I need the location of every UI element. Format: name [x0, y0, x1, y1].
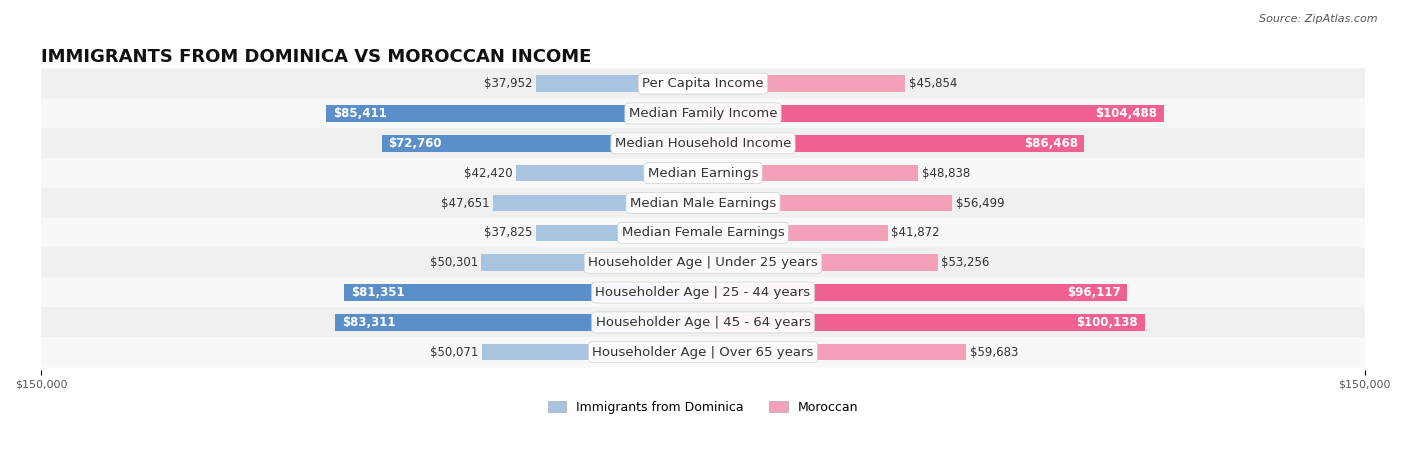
Bar	[703, 284, 1128, 301]
Text: $50,301: $50,301	[429, 256, 478, 269]
Bar	[492, 195, 703, 211]
Bar	[703, 75, 905, 92]
Bar	[703, 255, 938, 271]
Text: $96,117: $96,117	[1067, 286, 1121, 299]
Bar	[536, 75, 703, 92]
Text: $86,468: $86,468	[1024, 137, 1078, 150]
FancyBboxPatch shape	[41, 98, 1365, 129]
Text: $53,256: $53,256	[941, 256, 990, 269]
Text: $37,825: $37,825	[485, 226, 533, 240]
FancyBboxPatch shape	[41, 158, 1365, 188]
Text: $72,760: $72,760	[388, 137, 441, 150]
FancyBboxPatch shape	[41, 188, 1365, 218]
Bar	[344, 284, 703, 301]
Text: Median Earnings: Median Earnings	[648, 167, 758, 180]
Text: Per Capita Income: Per Capita Income	[643, 77, 763, 90]
Text: $45,854: $45,854	[908, 77, 957, 90]
FancyBboxPatch shape	[41, 248, 1365, 278]
Legend: Immigrants from Dominica, Moroccan: Immigrants from Dominica, Moroccan	[543, 396, 863, 419]
FancyBboxPatch shape	[41, 277, 1365, 308]
Text: $100,138: $100,138	[1077, 316, 1139, 329]
Bar	[482, 344, 703, 361]
Bar	[703, 225, 887, 241]
FancyBboxPatch shape	[41, 68, 1365, 99]
Text: $85,411: $85,411	[333, 107, 387, 120]
Text: $48,838: $48,838	[922, 167, 970, 180]
Bar	[703, 105, 1164, 122]
Text: $47,651: $47,651	[441, 197, 489, 210]
Text: $41,872: $41,872	[891, 226, 939, 240]
Text: Median Household Income: Median Household Income	[614, 137, 792, 150]
Bar	[336, 314, 703, 331]
FancyBboxPatch shape	[41, 128, 1365, 158]
Text: $42,420: $42,420	[464, 167, 513, 180]
FancyBboxPatch shape	[41, 337, 1365, 368]
FancyBboxPatch shape	[41, 307, 1365, 338]
Bar	[382, 135, 703, 151]
Text: Median Family Income: Median Family Income	[628, 107, 778, 120]
Text: $81,351: $81,351	[350, 286, 405, 299]
Bar	[536, 225, 703, 241]
Text: Median Female Earnings: Median Female Earnings	[621, 226, 785, 240]
Text: $59,683: $59,683	[970, 346, 1018, 359]
Text: Source: ZipAtlas.com: Source: ZipAtlas.com	[1260, 14, 1378, 24]
Text: Householder Age | 45 - 64 years: Householder Age | 45 - 64 years	[596, 316, 810, 329]
Bar	[481, 255, 703, 271]
Text: $104,488: $104,488	[1095, 107, 1157, 120]
Text: $83,311: $83,311	[342, 316, 395, 329]
Bar	[516, 165, 703, 181]
Text: Householder Age | Over 65 years: Householder Age | Over 65 years	[592, 346, 814, 359]
Text: Median Male Earnings: Median Male Earnings	[630, 197, 776, 210]
Text: $37,952: $37,952	[484, 77, 533, 90]
FancyBboxPatch shape	[41, 218, 1365, 248]
Text: $56,499: $56,499	[956, 197, 1004, 210]
Bar	[703, 195, 952, 211]
Text: Householder Age | Under 25 years: Householder Age | Under 25 years	[588, 256, 818, 269]
Text: $50,071: $50,071	[430, 346, 479, 359]
Bar	[326, 105, 703, 122]
Bar	[703, 135, 1084, 151]
Text: Householder Age | 25 - 44 years: Householder Age | 25 - 44 years	[595, 286, 811, 299]
Text: IMMIGRANTS FROM DOMINICA VS MOROCCAN INCOME: IMMIGRANTS FROM DOMINICA VS MOROCCAN INC…	[41, 48, 592, 66]
Bar	[703, 344, 966, 361]
Bar	[703, 314, 1144, 331]
Bar	[703, 165, 918, 181]
